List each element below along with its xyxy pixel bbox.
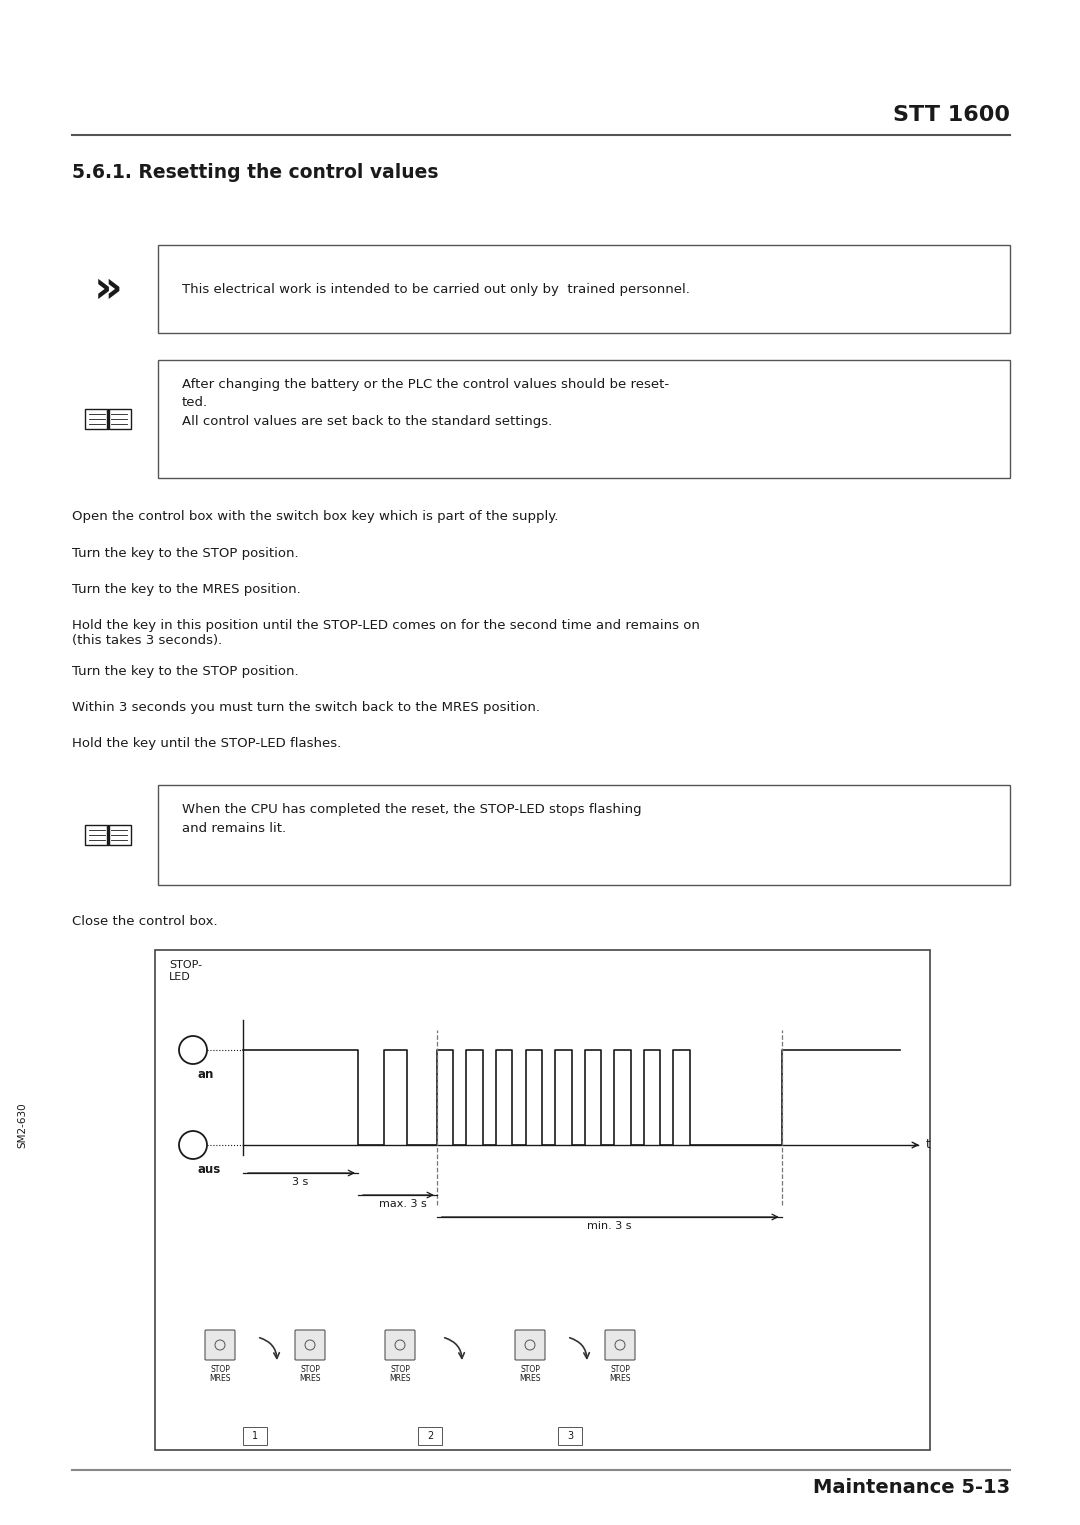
Text: STOP: STOP — [211, 1365, 230, 1374]
Text: max. 3 s: max. 3 s — [378, 1199, 427, 1209]
Text: Hold the key until the STOP-LED flashes.: Hold the key until the STOP-LED flashes. — [72, 737, 341, 750]
Text: min. 3 s: min. 3 s — [588, 1222, 632, 1231]
Text: STOP: STOP — [521, 1365, 540, 1374]
Bar — [156, 950, 930, 1450]
Bar — [85, 409, 107, 429]
Text: STOP: STOP — [300, 1365, 320, 1374]
FancyBboxPatch shape — [205, 1330, 235, 1360]
Text: 5.6.1. Resetting the control values: 5.6.1. Resetting the control values — [72, 163, 438, 181]
Text: Hold the key in this position until the STOP-LED comes on for the second time an: Hold the key in this position until the … — [72, 619, 700, 647]
Text: Turn the key to the STOP position.: Turn the key to the STOP position. — [72, 665, 299, 679]
Text: This electrical work is intended to be carried out only by  trained personnel.: This electrical work is intended to be c… — [183, 282, 690, 296]
Bar — [85, 825, 107, 845]
Text: STOP: STOP — [610, 1365, 630, 1374]
Bar — [158, 246, 1010, 332]
Text: MRES: MRES — [609, 1374, 631, 1383]
Text: When the CPU has completed the reset, the STOP-LED stops flashing
and remains li: When the CPU has completed the reset, th… — [183, 804, 642, 834]
Text: SM2-630: SM2-630 — [17, 1103, 27, 1148]
Bar — [418, 1427, 442, 1446]
Text: 2: 2 — [427, 1430, 433, 1441]
Text: 3 s: 3 s — [293, 1177, 309, 1186]
Text: Within 3 seconds you must turn the switch back to the MRES position.: Within 3 seconds you must turn the switc… — [72, 702, 540, 714]
Bar — [109, 825, 131, 845]
Text: »: » — [94, 267, 122, 311]
FancyBboxPatch shape — [295, 1330, 325, 1360]
Text: Maintenance 5-13: Maintenance 5-13 — [813, 1478, 1010, 1498]
Bar — [243, 1427, 267, 1446]
Text: MRES: MRES — [210, 1374, 231, 1383]
Text: STOP: STOP — [390, 1365, 410, 1374]
FancyBboxPatch shape — [515, 1330, 545, 1360]
Text: STT 1600: STT 1600 — [893, 105, 1010, 125]
Bar — [558, 1427, 582, 1446]
Bar — [109, 409, 131, 429]
Text: STOP-
LED: STOP- LED — [168, 961, 202, 982]
Text: 3: 3 — [567, 1430, 573, 1441]
Text: an: an — [198, 1068, 214, 1081]
Text: Turn the key to the MRES position.: Turn the key to the MRES position. — [72, 583, 300, 596]
Text: MRES: MRES — [299, 1374, 321, 1383]
Text: 1: 1 — [252, 1430, 258, 1441]
Text: Close the control box.: Close the control box. — [72, 915, 218, 929]
Text: aus: aus — [198, 1164, 221, 1176]
Text: Open the control box with the switch box key which is part of the supply.: Open the control box with the switch box… — [72, 509, 558, 523]
FancyBboxPatch shape — [605, 1330, 635, 1360]
Bar — [158, 785, 1010, 884]
FancyBboxPatch shape — [384, 1330, 415, 1360]
Text: MRES: MRES — [389, 1374, 410, 1383]
Text: MRES: MRES — [519, 1374, 541, 1383]
Text: t: t — [926, 1139, 931, 1151]
Text: Turn the key to the STOP position.: Turn the key to the STOP position. — [72, 547, 299, 560]
Bar — [158, 360, 1010, 477]
Text: After changing the battery or the PLC the control values should be reset-
ted.
A: After changing the battery or the PLC th… — [183, 378, 670, 429]
